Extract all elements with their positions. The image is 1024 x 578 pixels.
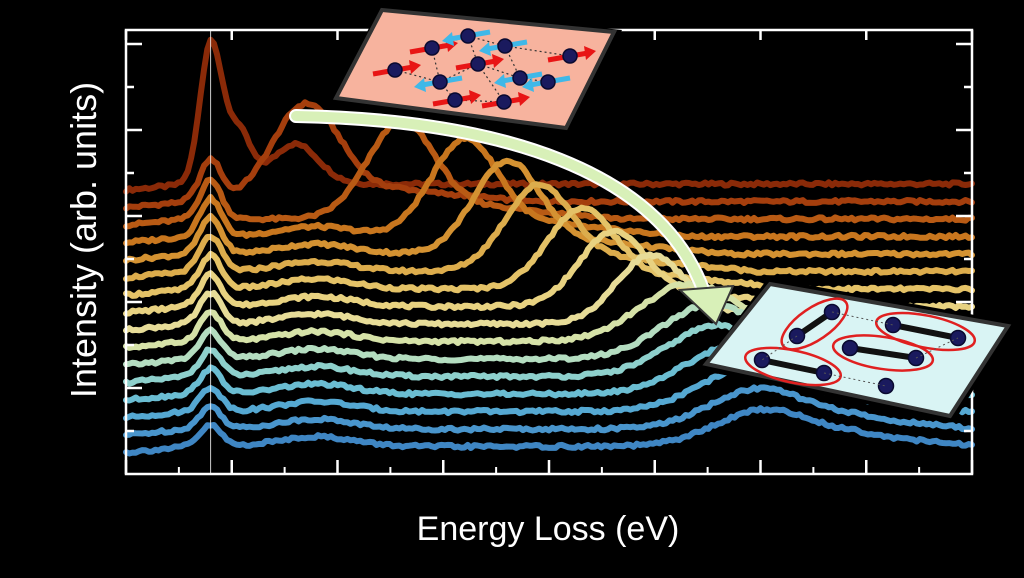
lattice-site <box>447 92 463 108</box>
spin-arrowhead <box>469 90 481 104</box>
spin-arrowhead <box>409 60 421 74</box>
lattice-site <box>432 74 448 90</box>
spectrum-line-6 <box>123 181 975 282</box>
singlet-outline <box>831 334 935 372</box>
spectrum-line-5 <box>123 157 975 264</box>
lattice-bond <box>504 45 571 57</box>
evolution-arrow <box>289 109 735 326</box>
lattice-site <box>540 74 556 90</box>
spin-arrowhead <box>518 92 530 106</box>
spectrum-line-16 <box>123 405 975 457</box>
lattice-site <box>460 28 476 44</box>
spin-arrowhead <box>414 78 426 92</box>
spin-arrowhead <box>442 32 454 46</box>
lattice-bond <box>761 335 798 361</box>
lattice-bond <box>439 81 456 101</box>
lattice-site <box>387 62 403 78</box>
lattice-site <box>424 40 440 56</box>
spin-arrowhead <box>494 74 506 88</box>
arrow-head <box>677 284 735 326</box>
lattice-site <box>497 38 513 54</box>
spectrum-line-4 <box>123 134 975 247</box>
singlet-bond <box>849 345 917 361</box>
lattice-bond <box>823 372 887 387</box>
arrow-shaft <box>291 111 709 297</box>
x-axis-title: Energy Loss (eV) <box>417 510 680 548</box>
lattice-site <box>877 377 895 395</box>
lattice-site <box>470 56 486 72</box>
lattice-site <box>562 48 578 64</box>
lattice-site <box>496 94 512 110</box>
antiferromagnetic-spin-lattice-icon <box>332 6 622 132</box>
singlet-bond <box>892 322 959 341</box>
lattice-site <box>841 339 859 357</box>
spectrum-line-15 <box>123 384 975 438</box>
spin-singlet-dimer-lattice-icon <box>700 278 1014 422</box>
lattice-site <box>512 70 528 86</box>
lattice-site <box>753 351 771 369</box>
spin-arrowhead <box>522 78 534 92</box>
spin-arrowhead <box>492 54 504 68</box>
y-axis-title: Intensity (arb. units) <box>63 82 104 398</box>
singlet-bond <box>761 357 825 376</box>
lattice-site <box>884 316 902 334</box>
spin-arrowhead <box>479 42 491 56</box>
lattice-bond <box>831 311 894 326</box>
spectrum-line-3 <box>123 116 975 230</box>
spin-arrowhead <box>584 46 596 60</box>
